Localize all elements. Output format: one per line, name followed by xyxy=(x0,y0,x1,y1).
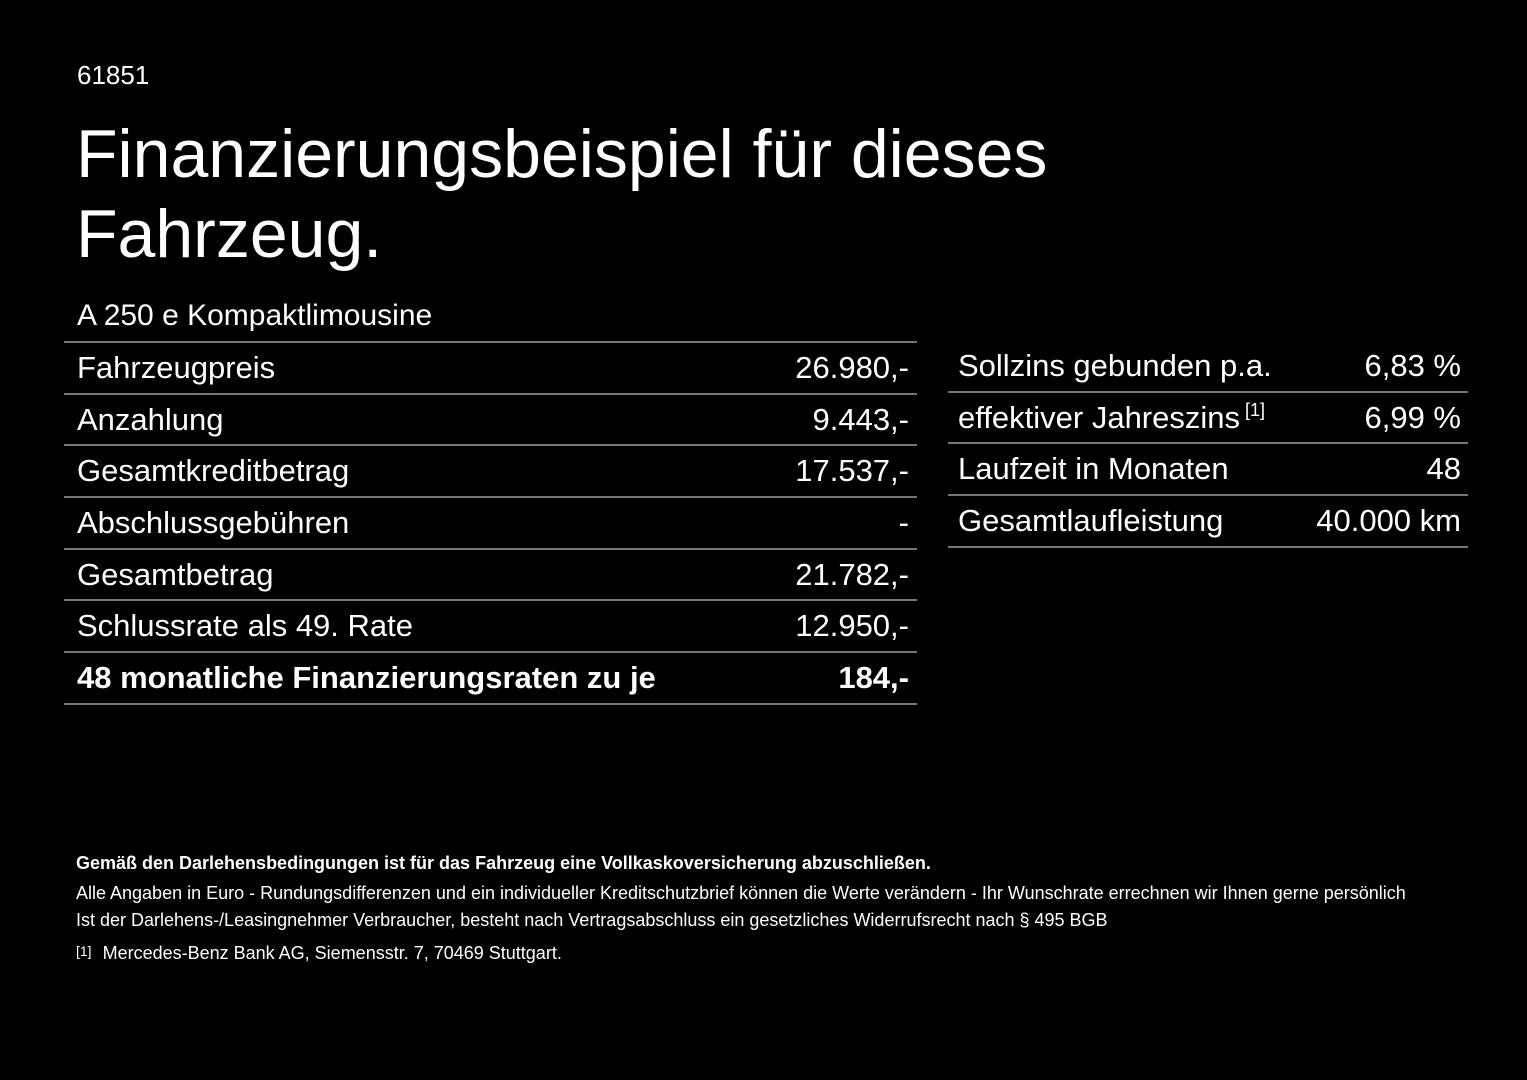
row-label: Abschlussgebühren xyxy=(77,504,350,540)
row-value: 9.443,- xyxy=(812,401,909,437)
footnote-text: Mercedes-Benz Bank AG, Siemensstr. 7, 70… xyxy=(102,943,562,963)
table-row-schlussrate: Schlussrate als 49. Rate 12.950,- xyxy=(64,601,917,654)
table-row-sollzins: Sollzins gebunden p.a. 6,83 % xyxy=(948,341,1468,393)
row-label: effektiver Jahreszins [1] xyxy=(958,400,1265,436)
table-row-gesamtlaufleistung: Gesamtlaufleistung 40.000 km xyxy=(948,496,1468,548)
disclaimer-line-1: Alle Angaben in Euro - Rundungsdifferenz… xyxy=(76,883,1406,903)
row-label: Gesamtkreditbetrag xyxy=(77,453,350,489)
table-row-fahrzeugpreis: Fahrzeugpreis 26.980,- xyxy=(64,343,917,395)
table-row-anzahlung: Anzahlung 9.443,- xyxy=(64,395,917,447)
row-label: Gesamtlaufleistung xyxy=(958,502,1224,538)
insurance-requirement-note: Gemäß den Darlehensbedingungen ist für d… xyxy=(76,853,931,873)
row-label: Schlussrate als 49. Rate xyxy=(77,608,414,644)
disclaimer-line-2: Ist der Darlehens-/Leasingnehmer Verbrau… xyxy=(76,910,1108,930)
financing-table: Fahrzeugpreis 26.980,- Anzahlung 9.443,-… xyxy=(64,341,917,705)
table-row-gesamtkreditbetrag: Gesamtkreditbetrag 17.537,- xyxy=(64,446,917,499)
row-value: - xyxy=(898,504,909,540)
row-value: 26.980,- xyxy=(795,349,909,385)
row-value: 17.537,- xyxy=(795,453,909,489)
row-value: 21.782,- xyxy=(795,556,909,592)
row-value: 184,- xyxy=(838,659,909,695)
table-row-abschlussgebuehren: Abschlussgebühren - xyxy=(64,498,917,550)
row-label: Sollzins gebunden p.a. xyxy=(958,347,1272,383)
footnote-ref-superscript: [1] xyxy=(1245,399,1266,420)
row-value: 40.000 km xyxy=(1316,502,1461,538)
offer-number: 61851 xyxy=(77,60,150,90)
footnote-bank-address: [1] Mercedes-Benz Bank AG, Siemensstr. 7,… xyxy=(76,942,562,965)
row-label: Fahrzeugpreis xyxy=(77,349,276,385)
row-value: 6,99 % xyxy=(1364,399,1461,435)
row-label: Gesamtbetrag xyxy=(77,556,274,592)
page-title: Finanzierungsbeispiel für dieses Fahrzeu… xyxy=(76,116,1048,272)
row-label: Laufzeit in Monaten xyxy=(958,451,1229,487)
vehicle-model: A 250 e Kompaktlimousine xyxy=(77,299,433,332)
row-value: 48 xyxy=(1426,451,1461,487)
table-row-monatsrate: 48 monatliche Finanzierungsraten zu je 1… xyxy=(64,653,917,705)
table-row-laufzeit: Laufzeit in Monaten 48 xyxy=(948,444,1468,497)
conditions-table: Sollzins gebunden p.a. 6,83 % effektiver… xyxy=(948,341,1468,548)
row-label-text: effektiver Jahreszins xyxy=(958,399,1240,435)
table-row-gesamtbetrag: Gesamtbetrag 21.782,- xyxy=(64,550,917,602)
row-value: 12.950,- xyxy=(795,608,909,644)
row-label: 48 monatliche Finanzierungsraten zu je xyxy=(77,659,656,695)
row-label: Anzahlung xyxy=(77,401,224,437)
footnote-marker: [1] xyxy=(76,943,92,959)
row-value: 6,83 % xyxy=(1364,347,1461,383)
table-row-effektiver-jahreszins: effektiver Jahreszins [1] 6,99 % xyxy=(948,393,1468,445)
